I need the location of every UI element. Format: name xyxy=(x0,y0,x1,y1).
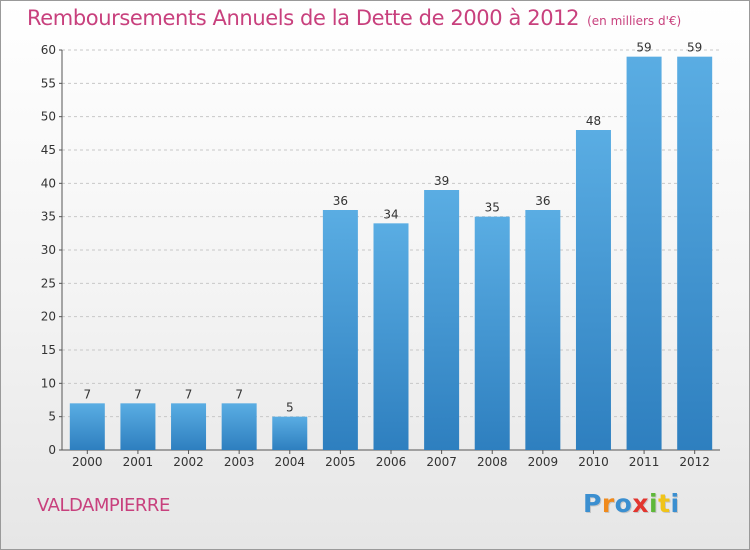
y-tick-label: 50 xyxy=(41,110,56,124)
bar-value-label: 5 xyxy=(286,401,294,415)
bar-value-label: 36 xyxy=(535,194,550,208)
y-tick-label: 55 xyxy=(41,76,56,90)
logo-letter: i xyxy=(649,489,659,518)
bar-2009 xyxy=(525,210,561,450)
x-tick-label: 2011 xyxy=(629,455,660,469)
x-tick-label: 2008 xyxy=(477,455,508,469)
bar-2007 xyxy=(424,190,460,450)
y-tick-label: 30 xyxy=(41,243,56,257)
bar-value-label: 36 xyxy=(333,194,348,208)
proxiti-logo: Proxiti xyxy=(583,489,680,518)
x-tick-label: 2009 xyxy=(528,455,559,469)
bar-value-label: 7 xyxy=(235,387,243,401)
bar-value-label: 7 xyxy=(134,387,142,401)
y-tick-label: 25 xyxy=(41,276,56,290)
logo-letter: r xyxy=(601,489,615,518)
y-tick-label: 5 xyxy=(48,410,56,424)
x-tick-label: 2007 xyxy=(426,455,457,469)
bar-value-label: 48 xyxy=(586,114,601,128)
bar-value-label: 34 xyxy=(383,207,398,221)
y-tick-label: 20 xyxy=(41,310,56,324)
chart-unit: (en milliers d'€) xyxy=(587,14,682,28)
bar-value-label: 7 xyxy=(185,387,193,401)
bar-2008 xyxy=(474,216,510,450)
x-tick-label: 2002 xyxy=(173,455,204,469)
bar-2001 xyxy=(120,403,156,450)
bar-value-label: 7 xyxy=(83,387,91,401)
x-tick-label: 2010 xyxy=(578,455,609,469)
bar-2011 xyxy=(626,56,662,451)
logo-letter: i xyxy=(670,489,680,518)
x-tick-label: 2001 xyxy=(123,455,154,469)
x-tick-label: 2004 xyxy=(274,455,305,469)
logo-letter: x xyxy=(632,489,649,518)
bar-2010 xyxy=(575,130,611,450)
bar-2012 xyxy=(677,56,713,451)
bar-2005 xyxy=(322,210,358,450)
chart-title-text: Remboursements Annuels de la Dette de 20… xyxy=(27,6,580,30)
x-tick-label: 2000 xyxy=(72,455,103,469)
y-tick-label: 45 xyxy=(41,143,56,157)
bar-2000 xyxy=(69,403,105,450)
x-tick-label: 2012 xyxy=(679,455,710,469)
logo-letter: P xyxy=(583,489,602,518)
y-tick-label: 15 xyxy=(41,343,56,357)
logo-letter: t xyxy=(658,489,671,518)
y-tick-label: 60 xyxy=(41,43,56,57)
y-tick-label: 40 xyxy=(41,176,56,190)
bar-2002 xyxy=(171,403,207,450)
bar-value-label: 59 xyxy=(636,41,651,55)
x-tick-label: 2005 xyxy=(325,455,356,469)
y-tick-label: 10 xyxy=(41,376,56,390)
logo-letter: o xyxy=(614,489,633,518)
y-tick-label: 35 xyxy=(41,210,56,224)
bar-value-label: 39 xyxy=(434,174,449,188)
bar-2003 xyxy=(221,403,257,450)
bar-value-label: 59 xyxy=(687,41,702,55)
x-tick-label: 2003 xyxy=(224,455,255,469)
y-tick-label: 0 xyxy=(48,443,56,457)
x-tick-label: 2006 xyxy=(376,455,407,469)
bar-2004 xyxy=(272,416,308,450)
bar-value-label: 35 xyxy=(485,201,500,215)
commune-name: VALDAMPIERRE xyxy=(37,495,170,516)
chart-title: Remboursements Annuels de la Dette de 20… xyxy=(27,6,681,30)
bar-2006 xyxy=(373,223,409,450)
